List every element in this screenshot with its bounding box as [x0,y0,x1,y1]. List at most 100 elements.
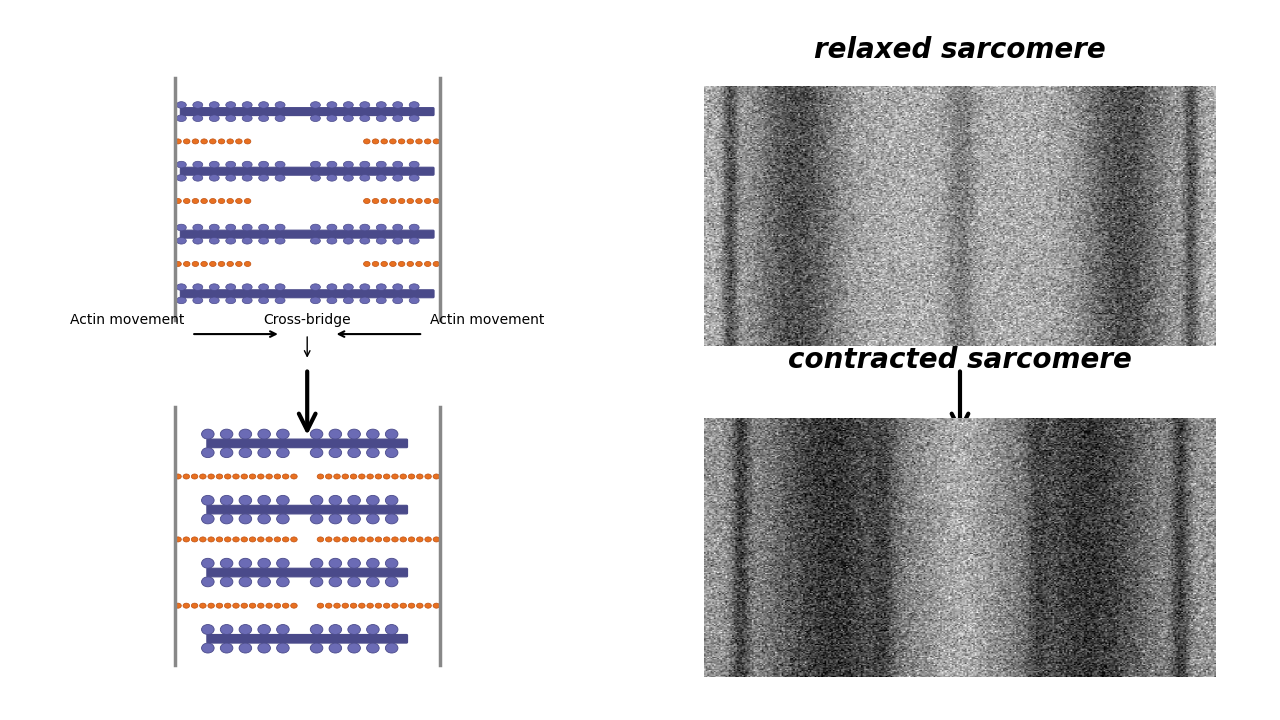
Ellipse shape [191,603,198,608]
Ellipse shape [175,603,182,608]
Ellipse shape [366,429,379,439]
Ellipse shape [250,537,256,542]
Ellipse shape [410,297,419,304]
Ellipse shape [259,174,269,181]
Ellipse shape [376,238,387,244]
Ellipse shape [366,624,379,634]
Ellipse shape [348,577,361,587]
Ellipse shape [348,624,361,634]
Ellipse shape [393,102,403,108]
Ellipse shape [392,537,398,542]
Ellipse shape [372,261,379,266]
Ellipse shape [177,102,187,108]
Ellipse shape [360,224,370,231]
Ellipse shape [283,603,289,608]
Ellipse shape [250,603,256,608]
Ellipse shape [326,102,337,108]
Ellipse shape [343,161,353,168]
Ellipse shape [366,558,379,568]
Ellipse shape [201,558,214,568]
Ellipse shape [366,495,379,505]
Ellipse shape [276,429,289,439]
FancyBboxPatch shape [180,167,434,175]
Ellipse shape [310,624,323,634]
Ellipse shape [317,537,324,542]
Ellipse shape [225,174,236,181]
Ellipse shape [407,139,413,144]
Ellipse shape [366,514,379,524]
Ellipse shape [216,474,223,479]
Ellipse shape [399,537,407,542]
Ellipse shape [227,139,233,144]
Ellipse shape [183,261,189,266]
Ellipse shape [291,603,297,608]
Text: Actin movement: Actin movement [70,313,184,328]
FancyBboxPatch shape [207,505,407,514]
Ellipse shape [334,474,340,479]
Ellipse shape [329,495,342,505]
Ellipse shape [276,624,289,634]
Ellipse shape [360,161,370,168]
Ellipse shape [257,448,270,458]
Ellipse shape [218,261,225,266]
Ellipse shape [177,224,187,231]
Ellipse shape [192,199,198,204]
Ellipse shape [193,297,202,304]
Ellipse shape [207,537,215,542]
Ellipse shape [416,603,424,608]
Ellipse shape [325,537,332,542]
Ellipse shape [398,139,404,144]
Ellipse shape [376,102,387,108]
Ellipse shape [385,643,398,653]
Ellipse shape [257,624,270,634]
Ellipse shape [416,537,424,542]
Ellipse shape [385,558,398,568]
Ellipse shape [375,603,381,608]
Ellipse shape [358,603,365,608]
Ellipse shape [193,102,202,108]
Ellipse shape [183,199,189,204]
Ellipse shape [239,495,252,505]
Text: relaxed sarcomere: relaxed sarcomere [814,37,1106,64]
Ellipse shape [360,284,370,290]
Ellipse shape [239,429,252,439]
Ellipse shape [375,537,381,542]
Ellipse shape [257,643,270,653]
Ellipse shape [275,115,285,122]
Ellipse shape [177,297,187,304]
Ellipse shape [433,537,439,542]
Ellipse shape [210,102,219,108]
Ellipse shape [398,199,404,204]
Ellipse shape [216,603,223,608]
Ellipse shape [276,514,289,524]
Ellipse shape [259,297,269,304]
Ellipse shape [410,161,419,168]
Text: Cross-bridge: Cross-bridge [264,313,351,328]
Ellipse shape [210,261,216,266]
Ellipse shape [192,139,198,144]
Ellipse shape [236,139,242,144]
Ellipse shape [259,284,269,290]
Ellipse shape [310,448,323,458]
Ellipse shape [416,261,422,266]
Ellipse shape [225,115,236,122]
Ellipse shape [325,474,332,479]
Ellipse shape [358,537,365,542]
Ellipse shape [425,474,431,479]
Ellipse shape [257,514,270,524]
Ellipse shape [201,448,214,458]
Ellipse shape [236,199,242,204]
Ellipse shape [227,261,233,266]
Ellipse shape [381,261,388,266]
Ellipse shape [399,603,407,608]
Ellipse shape [218,199,225,204]
Ellipse shape [274,603,280,608]
Ellipse shape [311,297,320,304]
Ellipse shape [200,603,206,608]
Ellipse shape [311,102,320,108]
Ellipse shape [329,624,342,634]
Ellipse shape [343,238,353,244]
Ellipse shape [239,577,252,587]
FancyBboxPatch shape [207,568,407,577]
Ellipse shape [360,102,370,108]
